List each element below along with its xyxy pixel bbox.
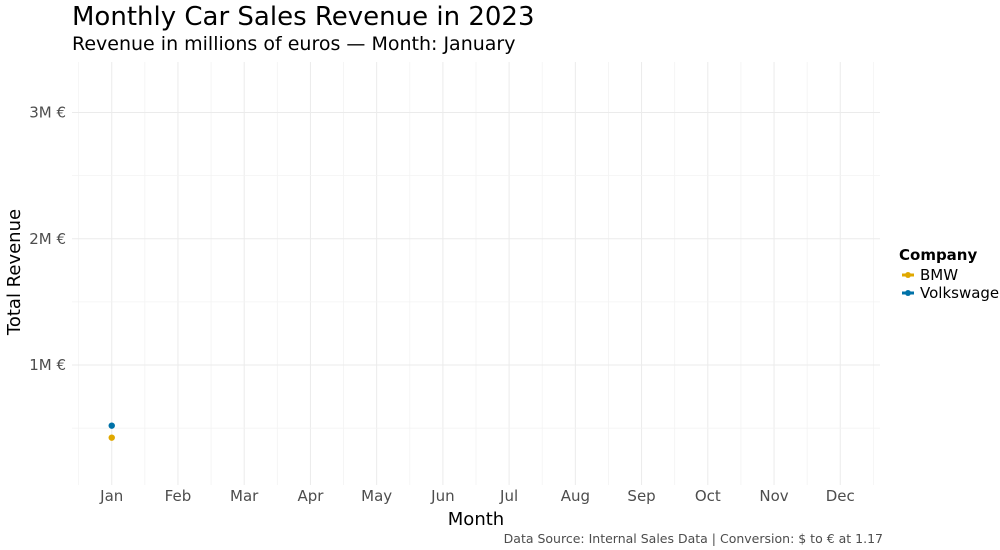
- data-marks: [108, 422, 115, 441]
- y-axis-title: Total Revenue: [4, 209, 25, 336]
- y-tick-label: 2M €: [29, 230, 66, 248]
- legend-title: Company: [899, 246, 977, 264]
- legend-item: Volkswagen: [902, 284, 1000, 302]
- data-point: [108, 434, 115, 441]
- legend-label: Volkswagen: [920, 284, 1000, 302]
- y-tick-label: 1M €: [29, 356, 66, 374]
- x-tick-label: Oct: [695, 487, 721, 505]
- x-tick-label: Jan: [99, 487, 123, 505]
- legend-key-point: [905, 290, 911, 296]
- x-tick-label: Jun: [430, 487, 454, 505]
- y-axis-ticks: 1M € 2M € 3M €: [29, 104, 66, 375]
- x-tick-label: Dec: [826, 487, 855, 505]
- x-tick-label: Feb: [165, 487, 192, 505]
- x-tick-label: Jul: [499, 487, 518, 505]
- x-tick-label: Sep: [627, 487, 655, 505]
- legend-key-point: [905, 272, 911, 278]
- legend-item: BMW: [902, 266, 958, 284]
- y-tick-label: 3M €: [29, 104, 66, 122]
- x-tick-label: Nov: [759, 487, 788, 505]
- x-axis-title: Month: [448, 509, 504, 530]
- chart-title: Monthly Car Sales Revenue in 2023: [72, 2, 535, 32]
- x-tick-label: Aug: [561, 487, 590, 505]
- caption: Data Source: Internal Sales Data | Conve…: [504, 531, 883, 546]
- data-point: [108, 422, 115, 429]
- x-tick-label: Apr: [297, 487, 324, 505]
- grid: [72, 62, 880, 485]
- x-tick-label: May: [361, 487, 392, 505]
- legend-label: BMW: [920, 266, 958, 284]
- chart-subtitle: Revenue in millions of euros — Month: Ja…: [72, 33, 515, 55]
- x-tick-label: Mar: [230, 487, 259, 505]
- x-axis-ticks: Jan Feb Mar Apr May Jun Jul Aug Sep Oct Nov Dec: [99, 487, 855, 505]
